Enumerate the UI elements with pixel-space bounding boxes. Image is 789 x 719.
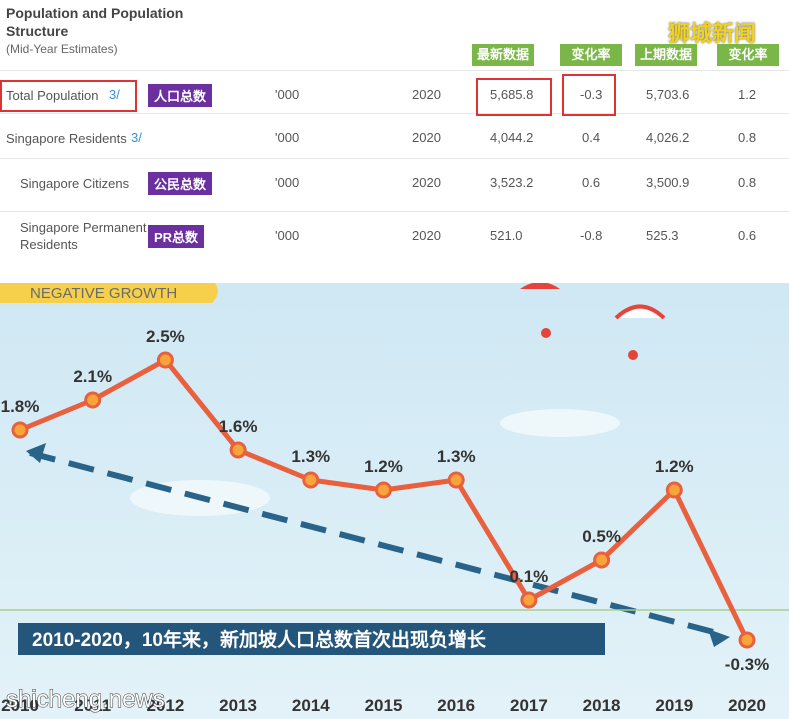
marker bbox=[665, 481, 683, 499]
footnote: 3/ bbox=[131, 130, 142, 145]
column-header: 最新数据 bbox=[472, 44, 534, 66]
highlight bbox=[562, 74, 616, 116]
arrow-head bbox=[26, 443, 46, 463]
value-label: 2.1% bbox=[73, 367, 112, 386]
previous: 3,500.9 bbox=[646, 175, 690, 190]
x-tick-label: 2016 bbox=[437, 696, 475, 715]
badge-bg bbox=[0, 283, 218, 303]
year: 2020 bbox=[412, 175, 441, 190]
footnote: 3/ bbox=[109, 87, 120, 102]
watermark: shicheng.news bbox=[6, 686, 165, 713]
latest: 521.0 bbox=[490, 228, 523, 243]
row-label: Total Population bbox=[6, 88, 99, 103]
watermark: 狮城新闻 bbox=[668, 21, 757, 46]
prev-change: 1.2 bbox=[738, 87, 757, 102]
previous: 5,703.6 bbox=[646, 87, 690, 102]
change: 0.6 bbox=[582, 175, 601, 190]
value-label: 1.3% bbox=[437, 447, 476, 466]
unit: '000 bbox=[275, 130, 300, 145]
tag: PR总数 bbox=[148, 225, 205, 248]
x-tick-label: 2019 bbox=[655, 696, 693, 715]
marker bbox=[229, 441, 247, 459]
row-label: Singapore Citizens bbox=[20, 176, 130, 191]
row-label: Singapore Permanent Residents bbox=[20, 220, 147, 252]
marker bbox=[738, 631, 756, 649]
highlight bbox=[0, 80, 137, 112]
marker bbox=[447, 471, 465, 489]
row-divider bbox=[0, 113, 789, 114]
year: 2020 bbox=[412, 228, 441, 243]
previous: 525.3 bbox=[646, 228, 679, 243]
x-tick-label: 2012 bbox=[146, 696, 184, 715]
prev-change: 0.6 bbox=[738, 228, 757, 243]
chart: NEGATIVE GROWTH 2010-2020，10年来，新加坡人口总数首次… bbox=[0, 283, 789, 719]
row-divider bbox=[0, 211, 789, 212]
x-tick-label: 2020 bbox=[728, 696, 766, 715]
tag: 公民总数 bbox=[148, 172, 213, 195]
table-subtitle: (Mid-Year Estimates) bbox=[6, 42, 118, 56]
marker bbox=[156, 351, 174, 369]
prev-change: 0.8 bbox=[738, 130, 757, 145]
parachute bbox=[520, 283, 560, 289]
value-label: 1.8% bbox=[1, 397, 40, 416]
previous: 4,026.2 bbox=[646, 130, 690, 145]
marker bbox=[84, 391, 102, 409]
x-tick-label: 2013 bbox=[219, 696, 257, 715]
x-tick-label: 2015 bbox=[365, 696, 403, 715]
banner: 2010-2020，10年来，新加坡人口总数首次出现负增长 bbox=[32, 628, 487, 651]
latest: 5,685.8 bbox=[490, 87, 534, 102]
tag: 人口总数 bbox=[148, 84, 213, 107]
x-tick-label: 2011 bbox=[74, 696, 111, 715]
row-divider bbox=[0, 158, 789, 159]
marker bbox=[11, 421, 29, 439]
value-label: 0.5% bbox=[582, 527, 621, 546]
marker bbox=[520, 591, 538, 609]
marker bbox=[375, 481, 392, 499]
column-header: 上期数据 bbox=[635, 44, 697, 66]
row-divider bbox=[0, 70, 789, 71]
marker bbox=[302, 471, 320, 489]
value-label: 1.2% bbox=[364, 457, 403, 476]
arrow-head bbox=[708, 629, 730, 647]
banner-bg bbox=[18, 623, 605, 655]
year: 2020 bbox=[412, 130, 441, 145]
change: 0.4 bbox=[582, 130, 601, 145]
value-label: 1.6% bbox=[219, 417, 258, 436]
change: -0.8 bbox=[580, 228, 603, 243]
year: 2020 bbox=[412, 87, 441, 102]
highlight bbox=[476, 78, 552, 116]
x-tick-label: 2017 bbox=[510, 696, 548, 715]
parachute bbox=[614, 304, 666, 320]
marker bbox=[593, 551, 611, 569]
value-label: -0.3% bbox=[725, 655, 769, 674]
value-label: 1.3% bbox=[291, 447, 330, 466]
cloud bbox=[500, 409, 620, 437]
value-label: 0.1% bbox=[510, 567, 549, 586]
column-header: 变化率 bbox=[717, 44, 779, 66]
latest: 3,523.2 bbox=[490, 175, 534, 190]
badge: NEGATIVE GROWTH bbox=[30, 285, 177, 302]
x-tick-label: 2014 bbox=[292, 696, 330, 715]
change: -0.3 bbox=[580, 87, 603, 102]
skydiver bbox=[541, 328, 551, 338]
value-label: 1.2% bbox=[655, 457, 694, 476]
x-tick-label: 2010 bbox=[1, 696, 39, 715]
unit: '000 bbox=[275, 228, 300, 243]
unit: '000 bbox=[275, 175, 300, 190]
unit: '000 bbox=[275, 87, 300, 102]
x-tick-label: 2018 bbox=[583, 696, 621, 715]
column-header: 变化率 bbox=[560, 44, 622, 66]
value-label: 2.5% bbox=[146, 327, 185, 346]
table-title: Population and Population Structure bbox=[6, 5, 184, 39]
table: Population and Population Structure (Mid… bbox=[0, 0, 789, 280]
latest: 4,044.2 bbox=[490, 130, 534, 145]
prev-change: 0.8 bbox=[738, 175, 757, 190]
row-label: Singapore Residents bbox=[6, 131, 127, 146]
skydiver bbox=[628, 350, 638, 360]
